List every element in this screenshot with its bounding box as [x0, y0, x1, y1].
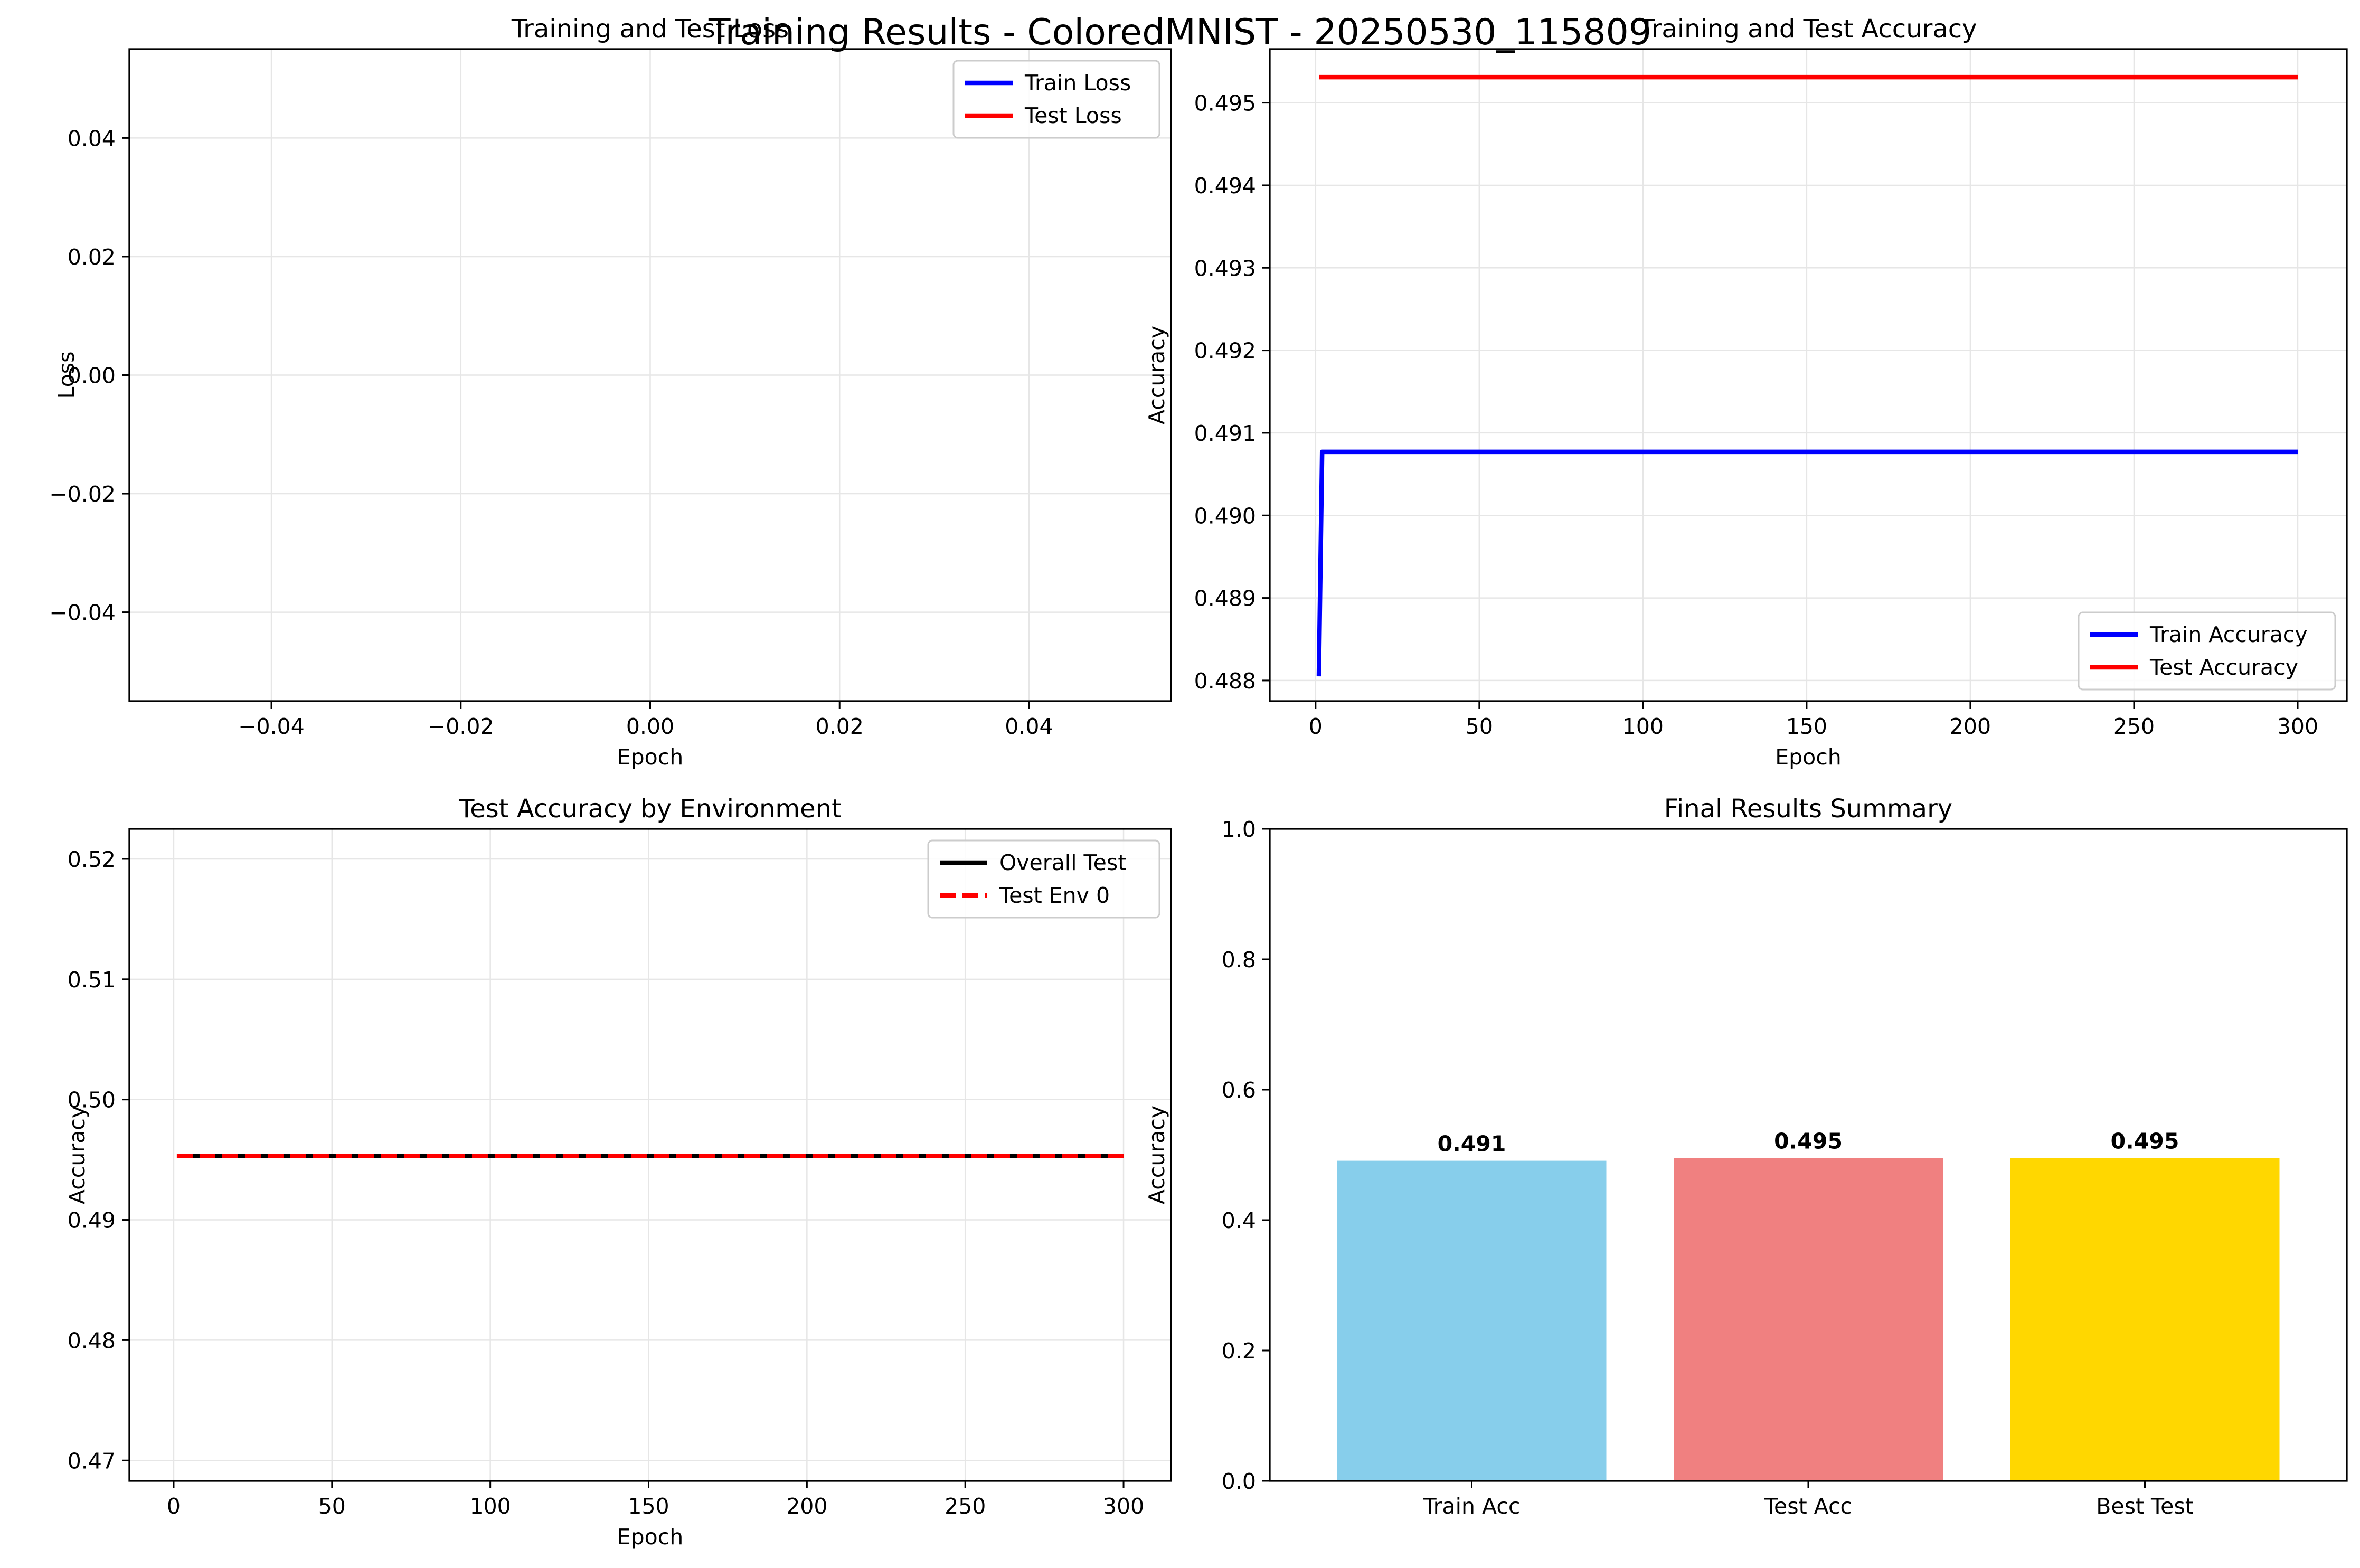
legend-box: [927, 839, 1160, 919]
x-tick-label: 50: [318, 1494, 346, 1519]
y-axis-label: Accuracy: [64, 1106, 90, 1204]
y-tick-label: 0.47: [68, 1448, 116, 1473]
bar-test-acc: [1674, 1158, 1943, 1481]
y-tick-label: 0.6: [1222, 1078, 1256, 1103]
y-tick-label: 1.0: [1222, 817, 1256, 842]
subplot-2: 0 50 100 150 200 250 300 0.488 0.489 0.490 0.491 0.…: [1144, 14, 2348, 770]
y-axis-label: Accuracy: [1144, 1106, 1169, 1204]
y-tick-label: 0.0: [1222, 1469, 1256, 1494]
y-tick-label: 0.2: [1222, 1338, 1256, 1364]
legend-label: Train Loss: [1024, 70, 1131, 96]
y-tick-label: 0.488: [1194, 668, 1256, 694]
x-tick-label: 250: [2113, 714, 2155, 739]
legend-label: Train Accuracy: [2149, 622, 2308, 647]
y-tick-label: 0.48: [68, 1328, 116, 1353]
x-tick-label: 300: [1103, 1494, 1144, 1519]
y-tick-label: 0.49: [68, 1208, 116, 1233]
y-tick-label: 0.491: [1194, 421, 1256, 446]
x-tick-label: 0: [167, 1494, 181, 1519]
y-tick-label: 0.490: [1194, 503, 1256, 528]
y-tick-label: 0.51: [68, 967, 116, 993]
legend: Overall Test Test Env 0: [927, 839, 1160, 919]
subplot-title: Test Accuracy by Environment: [458, 794, 842, 824]
y-tick-label: 0.00: [68, 363, 116, 389]
bar-best-test: [2010, 1158, 2280, 1481]
x-tick-label: 200: [1950, 714, 1991, 739]
bar-value-label: 0.495: [1774, 1129, 1843, 1154]
y-tick-label: 0.494: [1194, 173, 1256, 199]
subplot-4: 0.491 0.495 0.495 Train Acc Test Acc Best Tes…: [1144, 794, 2348, 1519]
subplot-title: Final Results Summary: [1664, 794, 1952, 824]
x-tick-label: 100: [470, 1494, 511, 1519]
x-tick-label: 250: [945, 1494, 986, 1519]
x-tick-label: Train Acc: [1423, 1494, 1521, 1519]
x-axis-label: Epoch: [1775, 744, 1842, 770]
bar-value-label: 0.491: [1438, 1131, 1506, 1157]
legend-label: Test Env 0: [999, 883, 1110, 908]
y-tick-label: 0.04: [68, 126, 116, 151]
y-tick-label: 0.52: [68, 847, 116, 872]
y-tick-label: 0.8: [1222, 947, 1256, 972]
x-tick-label: Test Acc: [1764, 1494, 1852, 1519]
figure-title: Training Results - ColoredMNIST - 202505…: [708, 12, 1652, 53]
series-line-train-accuracy: [1316, 449, 2298, 677]
legend-label: Test Accuracy: [2149, 655, 2298, 680]
bar-train-acc: [1337, 1160, 1607, 1481]
legend-label: Overall Test: [999, 850, 1126, 875]
legend: Train Loss Test Loss: [952, 60, 1160, 139]
axes-frame: [128, 828, 1172, 1482]
legend: Train Accuracy Test Accuracy: [2078, 611, 2336, 691]
y-tick-label: 0.50: [68, 1088, 116, 1113]
x-tick-label: 50: [1466, 714, 1493, 739]
x-tick-label: 0.00: [626, 714, 674, 739]
legend-box: [952, 60, 1160, 139]
x-tick-label: −0.04: [238, 714, 305, 739]
y-tick-label: 0.493: [1194, 256, 1256, 281]
x-tick-label: 0.02: [816, 714, 864, 739]
x-tick-label: 150: [1786, 714, 1827, 739]
subplot-3: 0 50 100 150 200 250 300 0.47 0.48 0.49 0.50 0.51 0.…: [64, 794, 1172, 1550]
legend-box: [2078, 611, 2336, 691]
bar-value-label: 0.495: [2111, 1129, 2179, 1154]
x-tick-label: −0.02: [428, 714, 494, 739]
subplot-1: −0.04 −0.02 0.00 0.02 0.04 −0.04 −0.02 0.00 0.02…: [49, 14, 1172, 770]
y-tick-label: 0.492: [1194, 338, 1256, 364]
y-tick-label: −0.02: [49, 481, 116, 507]
x-tick-label: 100: [1622, 714, 1664, 739]
x-axis-label: Epoch: [617, 1524, 684, 1550]
y-tick-label: 0.495: [1194, 91, 1256, 116]
y-axis-label: Accuracy: [1144, 326, 1169, 424]
y-tick-label: 0.4: [1222, 1208, 1256, 1233]
legend-label: Test Loss: [1024, 103, 1122, 128]
x-axis-label: Epoch: [617, 744, 684, 770]
axes-frame: [1269, 48, 2348, 702]
subplot-title: Training and Test Loss: [511, 14, 789, 44]
y-tick-label: 0.02: [68, 244, 116, 270]
x-tick-label: 200: [786, 1494, 827, 1519]
subplot-title: Training and Test Accuracy: [1639, 14, 1977, 44]
y-axis-label: Loss: [54, 352, 79, 399]
y-tick-label: −0.04: [49, 600, 116, 626]
x-tick-label: 300: [2277, 714, 2318, 739]
x-tick-label: 150: [628, 1494, 669, 1519]
y-tick-label: 0.489: [1194, 586, 1256, 611]
x-tick-label: 0: [1309, 714, 1323, 739]
x-tick-label: 0.04: [1005, 714, 1053, 739]
x-tick-label: Best Test: [2096, 1494, 2194, 1519]
